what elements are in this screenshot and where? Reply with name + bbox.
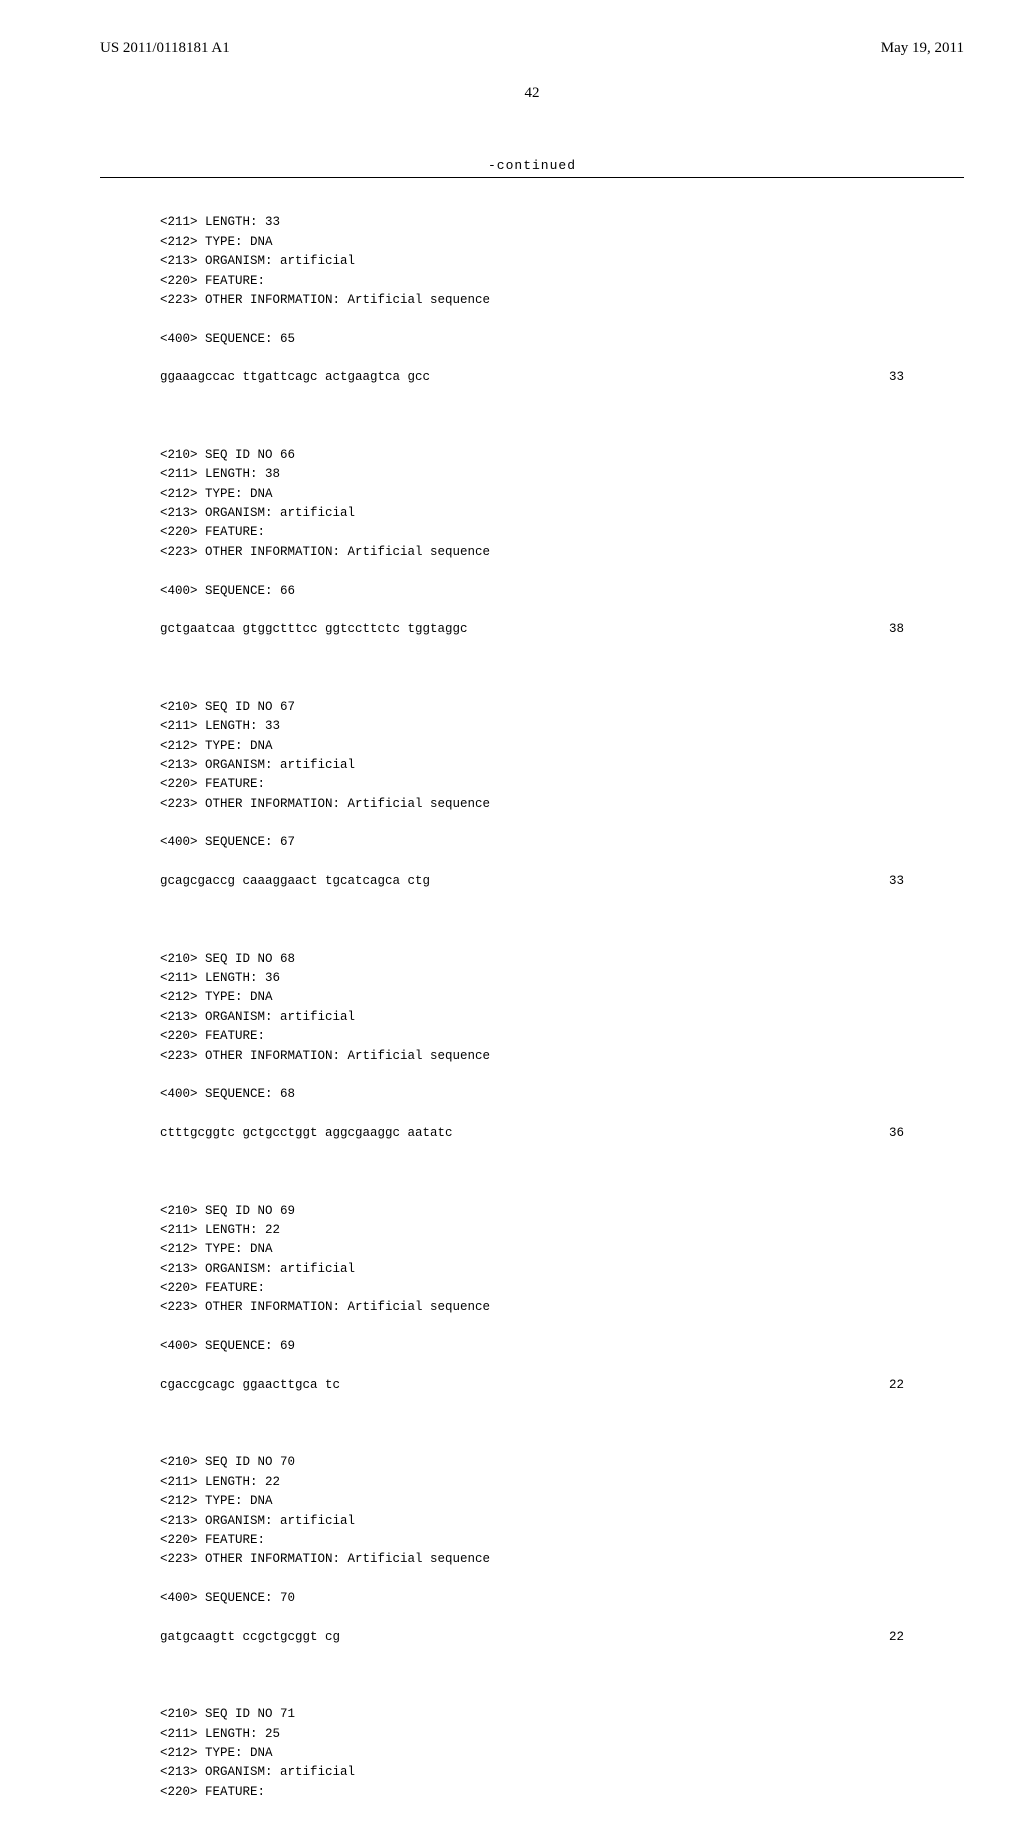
entry-line: <213> ORGANISM: artificial [160, 1262, 355, 1276]
sequence-text: gcagcgaccg caaaggaact tgcatcagca ctg [160, 872, 430, 891]
entry-line: <220> FEATURE: [160, 525, 265, 539]
sequence-text: gatgcaagtt ccgctgcggt cg [160, 1628, 340, 1647]
page-header: US 2011/0118181 A1 May 19, 2011 [100, 40, 964, 57]
entry-line: <213> ORGANISM: artificial [160, 1010, 355, 1024]
sequence-text: gctgaatcaa gtggctttcc ggtccttctc tggtagg… [160, 620, 468, 639]
tail-line: <212> TYPE: DNA [160, 1746, 273, 1760]
entry-line: <223> OTHER INFORMATION: Artificial sequ… [160, 797, 490, 811]
entry-line: <223> OTHER INFORMATION: Artificial sequ… [160, 545, 490, 559]
entry-line: <210> SEQ ID NO 66 [160, 448, 295, 462]
sequence-text: ggaaagccac ttgattcagc actgaagtca gcc [160, 368, 430, 387]
lead-line: <211> LENGTH: 33 [160, 215, 280, 229]
sequence-row: ggaaagccac ttgattcagc actgaagtca gcc 33 [160, 368, 904, 387]
entry-line: <223> OTHER INFORMATION: Artificial sequ… [160, 1049, 490, 1063]
entry-line: <212> TYPE: DNA [160, 487, 273, 501]
sequence-length: 33 [849, 368, 904, 387]
entry-line: <213> ORGANISM: artificial [160, 1514, 355, 1528]
sequence-row: ctttgcggtc gctgcctggt aggcgaaggc aatatc 3… [160, 1124, 904, 1143]
seq-label: <400> SEQUENCE: 70 [160, 1591, 295, 1605]
sequence-length: 36 [849, 1124, 904, 1143]
entry-line: <220> FEATURE: [160, 1281, 265, 1295]
entry-line: <211> LENGTH: 36 [160, 971, 280, 985]
tail-line: <210> SEQ ID NO 71 [160, 1707, 295, 1721]
entry-line: <210> SEQ ID NO 68 [160, 952, 295, 966]
lead-line: <220> FEATURE: [160, 274, 265, 288]
sequence-row: gcagcgaccg caaaggaact tgcatcagca ctg 33 [160, 872, 904, 891]
entry-line: <211> LENGTH: 22 [160, 1223, 280, 1237]
sequence-length: 22 [849, 1376, 904, 1395]
divider-top [100, 177, 964, 178]
entry-line: <223> OTHER INFORMATION: Artificial sequ… [160, 1552, 490, 1566]
seq-label: <400> SEQUENCE: 67 [160, 835, 295, 849]
entry-line: <212> TYPE: DNA [160, 1242, 273, 1256]
sequence-length: 33 [849, 872, 904, 891]
tail-line: <220> FEATURE: [160, 1785, 265, 1799]
lead-line: <212> TYPE: DNA [160, 235, 273, 249]
entry-line: <210> SEQ ID NO 67 [160, 700, 295, 714]
sequence-listing: <211> LENGTH: 33 <212> TYPE: DNA <213> O… [160, 194, 904, 1802]
entry-line: <210> SEQ ID NO 69 [160, 1204, 295, 1218]
entry-line: <220> FEATURE: [160, 1029, 265, 1043]
entry-line: <212> TYPE: DNA [160, 1494, 273, 1508]
continued-label: -continued [100, 158, 964, 173]
seq-label: <400> SEQUENCE: 69 [160, 1339, 295, 1353]
sequence-text: ctttgcggtc gctgcctggt aggcgaaggc aatatc [160, 1124, 453, 1143]
seq-label: <400> SEQUENCE: 66 [160, 584, 295, 598]
sequence-row: cgaccgcagc ggaacttgca tc 22 [160, 1376, 904, 1395]
sequence-length: 38 [849, 620, 904, 639]
sequence-text: cgaccgcagc ggaacttgca tc [160, 1376, 340, 1395]
publication-date: May 19, 2011 [881, 40, 964, 57]
entry-line: <211> LENGTH: 38 [160, 467, 280, 481]
entry-line: <220> FEATURE: [160, 777, 265, 791]
entry-line: <210> SEQ ID NO 70 [160, 1455, 295, 1469]
entry-line: <213> ORGANISM: artificial [160, 758, 355, 772]
entry-line: <212> TYPE: DNA [160, 990, 273, 1004]
lead-line: <223> OTHER INFORMATION: Artificial sequ… [160, 293, 490, 307]
tail-line: <213> ORGANISM: artificial [160, 1765, 355, 1779]
entry-line: <220> FEATURE: [160, 1533, 265, 1547]
tail-line: <211> LENGTH: 25 [160, 1727, 280, 1741]
sequence-row: gatgcaagtt ccgctgcggt cg 22 [160, 1628, 904, 1647]
publication-number: US 2011/0118181 A1 [100, 40, 230, 57]
lead-line: <213> ORGANISM: artificial [160, 254, 355, 268]
page-number: 42 [100, 85, 964, 102]
entry-line: <213> ORGANISM: artificial [160, 506, 355, 520]
seq-label: <400> SEQUENCE: 65 [160, 332, 295, 346]
entry-line: <212> TYPE: DNA [160, 739, 273, 753]
entry-line: <211> LENGTH: 22 [160, 1475, 280, 1489]
sequence-length: 22 [849, 1628, 904, 1647]
entry-line: <211> LENGTH: 33 [160, 719, 280, 733]
sequence-row: gctgaatcaa gtggctttcc ggtccttctc tggtagg… [160, 620, 904, 639]
entry-line: <223> OTHER INFORMATION: Artificial sequ… [160, 1300, 490, 1314]
seq-label: <400> SEQUENCE: 68 [160, 1087, 295, 1101]
